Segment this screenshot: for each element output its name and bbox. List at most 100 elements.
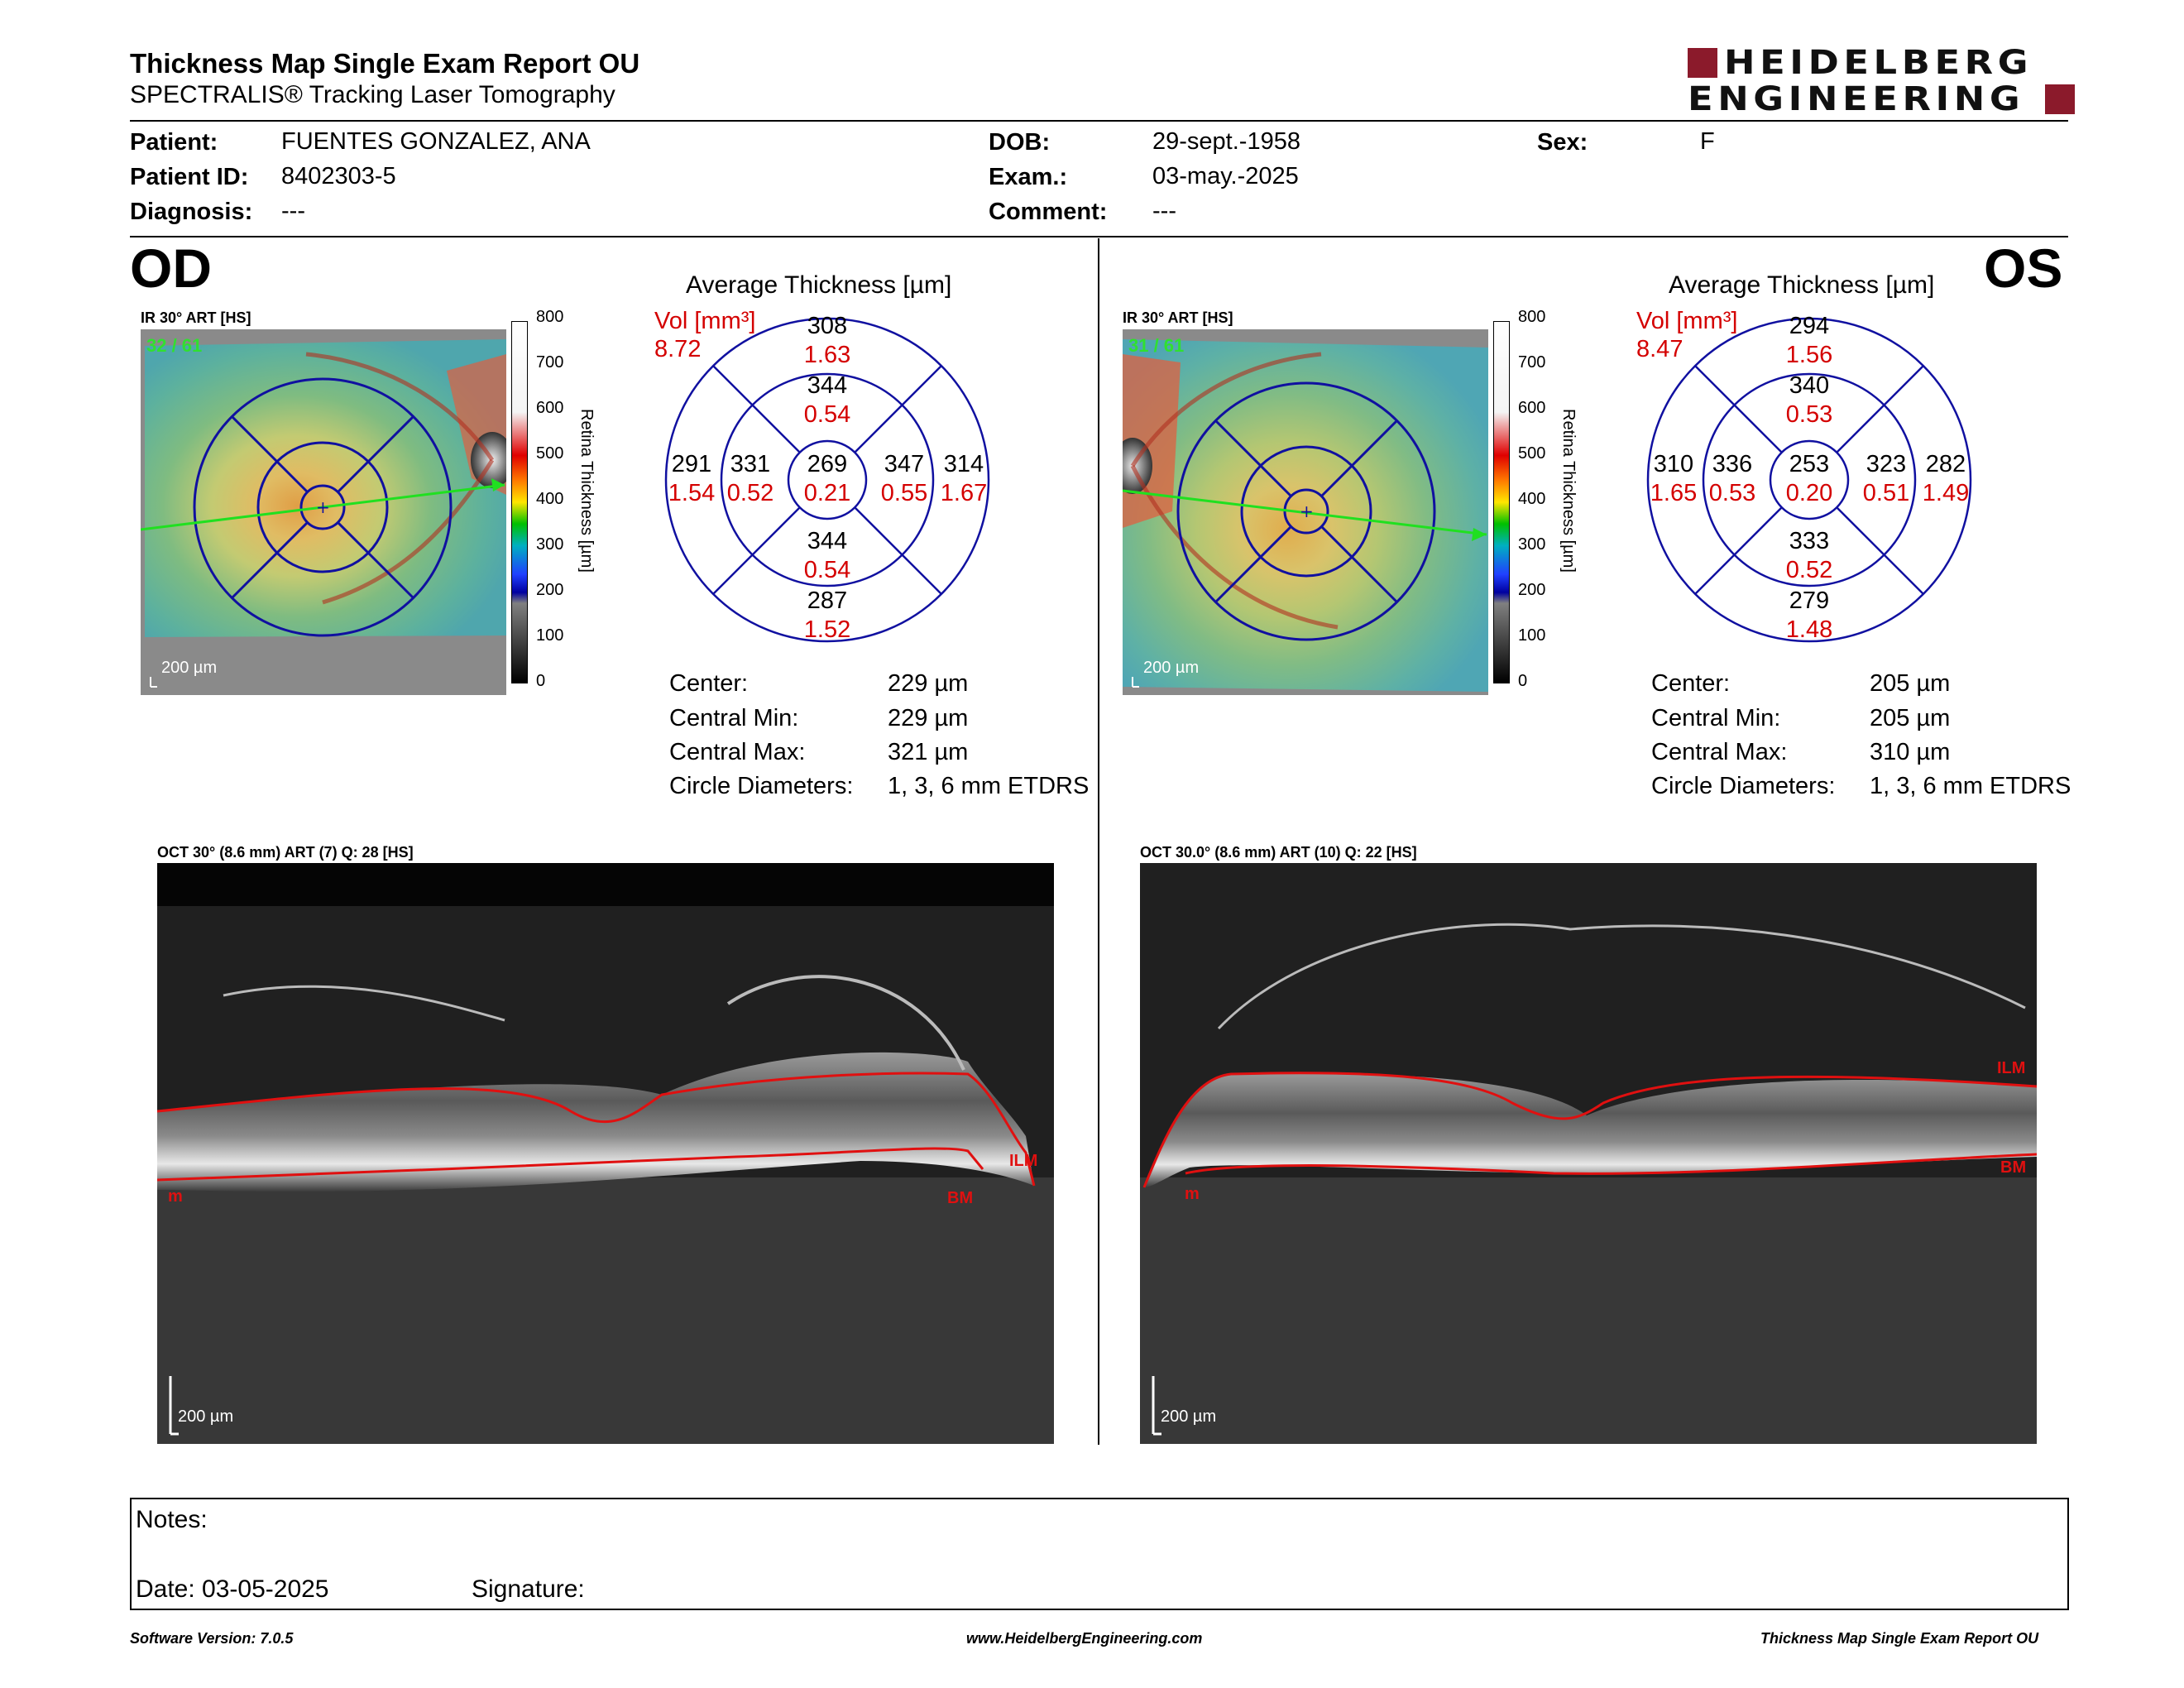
- footer-report-name: Thickness Map Single Exam Report OU: [1760, 1630, 2039, 1647]
- exam-label: Exam.:: [989, 164, 1068, 190]
- os-tick: 100: [1518, 626, 1546, 645]
- od-outer-temporal-vol: 1.54: [668, 480, 716, 506]
- exam-value: 03-may.-2025: [1152, 163, 1299, 189]
- os-inner-inferior-vol: 0.52: [1785, 557, 1833, 583]
- footer-website: www.HeidelbergEngineering.com: [966, 1630, 1203, 1647]
- od-bm-label: BM: [947, 1189, 974, 1207]
- heidelberg-logo: HEIDELBERG ENGINEERING: [1688, 46, 2076, 117]
- os-inner-superior-vol: 0.53: [1785, 401, 1833, 428]
- os-central-max-label: Central Max:: [1651, 739, 1788, 765]
- od-bm-left-label: m: [168, 1187, 183, 1206]
- os-tick: 300: [1518, 535, 1546, 554]
- os-center-label: Center:: [1651, 670, 1731, 697]
- od-central-max-label: Central Max:: [669, 739, 806, 765]
- os-ilm-label: ILM: [1997, 1059, 2026, 1077]
- os-tick: 800: [1518, 308, 1546, 326]
- od-inner-superior-vol: 0.54: [803, 401, 851, 428]
- os-inner-superior: 340: [1789, 372, 1830, 399]
- eye-divider: [1098, 238, 1099, 1445]
- os-center-vol: 0.20: [1785, 480, 1833, 506]
- diagnosis-label: Diagnosis:: [130, 199, 253, 225]
- os-inner-nasal: 336: [1712, 451, 1753, 477]
- os-center-value: 205 µm: [1870, 670, 1951, 697]
- os-outer-inferior-vol: 1.48: [1785, 616, 1833, 643]
- header-rule: [130, 120, 2068, 122]
- od-inner-nasal-vol: 0.55: [880, 480, 928, 506]
- dob-value: 29-sept.-1958: [1152, 128, 1300, 155]
- os-ir-label: IR 30° ART [HS]: [1123, 309, 1233, 326]
- os-frame-count: 31 / 61: [1128, 335, 1185, 356]
- od-outer-nasal: 314: [943, 451, 984, 477]
- od-inner-superior: 344: [807, 372, 848, 399]
- patient-label: Patient:: [130, 129, 218, 156]
- od-tick: 600: [536, 399, 564, 417]
- patient-rule: [130, 236, 2068, 237]
- diagnosis-value: ---: [281, 198, 305, 224]
- od-tick: 300: [536, 535, 564, 554]
- logo-square-top: [1688, 48, 1717, 78]
- os-bm-label: BM: [2000, 1158, 2027, 1177]
- os-inner-temporal: 323: [1866, 451, 1907, 477]
- os-colorbar-title: Retina Thickness [µm]: [1559, 409, 1578, 573]
- od-ilm-label: ILM: [1009, 1152, 1038, 1170]
- dob-label: DOB:: [989, 129, 1051, 156]
- os-circle-diameters-value: 1, 3, 6 mm ETDRS: [1870, 773, 2071, 799]
- od-center-vol: 0.21: [803, 480, 851, 506]
- os-oct-scale: 200 µm: [1161, 1407, 1217, 1426]
- od-circle-diameters-value: 1, 3, 6 mm ETDRS: [888, 773, 1090, 799]
- od-oct-scale: 200 µm: [178, 1407, 234, 1426]
- notes-label: Notes:: [136, 1506, 208, 1533]
- od-colorbar: [511, 321, 528, 683]
- svg-text:+: +: [316, 497, 330, 517]
- od-outer-inferior: 287: [807, 587, 848, 614]
- sex-value: F: [1700, 128, 1715, 155]
- report-title: Thickness Map Single Exam Report OU: [130, 48, 640, 79]
- od-circle-diameters-label: Circle Diameters:: [669, 773, 854, 799]
- os-central-min-label: Central Min:: [1651, 705, 1781, 731]
- od-outer-superior-vol: 1.63: [803, 342, 851, 368]
- os-tick: 700: [1518, 353, 1546, 372]
- footer-software-version: Software Version: 7.0.5: [130, 1630, 294, 1647]
- od-center-label: Center:: [669, 670, 749, 697]
- report-subtitle: SPECTRALIS® Tracking Laser Tomography: [130, 81, 615, 108]
- os-colorbar: [1493, 321, 1510, 683]
- os-circle-diameters-label: Circle Diameters:: [1651, 773, 1836, 799]
- od-ir-scale: 200 µm: [161, 659, 218, 677]
- os-outer-temporal-vol: 1.49: [1922, 480, 1970, 506]
- od-vol-total: 8.72: [654, 336, 702, 362]
- eye-label-od: OD: [130, 237, 212, 299]
- od-inner-temporal: 331: [730, 451, 771, 477]
- os-inner-temporal-vol: 0.51: [1862, 480, 1910, 506]
- od-etdrs-grid: [664, 317, 990, 643]
- od-inner-inferior: 344: [807, 528, 848, 554]
- patient-name: FUENTES GONZALEZ, ANA: [281, 128, 591, 155]
- od-fundus-thickness-map: +: [141, 329, 506, 695]
- od-inner-temporal-vol: 0.52: [726, 480, 774, 506]
- os-fundus-svg: +: [1123, 329, 1488, 695]
- od-oct-label: OCT 30° (8.6 mm) ART (7) Q: 28 [HS]: [157, 844, 414, 861]
- od-tick: 0: [536, 672, 546, 690]
- od-tick: 200: [536, 581, 564, 599]
- os-inner-inferior: 333: [1789, 528, 1830, 554]
- os-inner-nasal-vol: 0.53: [1708, 480, 1756, 506]
- os-avg-title: Average Thickness [µm]: [1669, 271, 1935, 299]
- os-outer-inferior: 279: [1789, 587, 1830, 614]
- eye-label-os: OS: [1984, 237, 2063, 299]
- logo-line2: ENGINEERING: [1688, 80, 2025, 118]
- od-tick: 100: [536, 626, 564, 645]
- os-outer-nasal-vol: 1.65: [1650, 480, 1698, 506]
- od-outer-nasal-vol: 1.67: [940, 480, 988, 506]
- os-tick: 500: [1518, 444, 1546, 463]
- os-vol-total: 8.47: [1636, 336, 1684, 362]
- os-oct-bscan: [1140, 863, 2037, 1444]
- os-ir-scale: 200 µm: [1143, 659, 1200, 677]
- od-avg-title: Average Thickness [µm]: [686, 271, 952, 299]
- os-etdrs-grid: [1646, 317, 1972, 643]
- os-tick: 400: [1518, 490, 1546, 508]
- od-fundus-svg: +: [141, 329, 506, 695]
- os-tick: 600: [1518, 399, 1546, 417]
- notes-box[interactable]: [130, 1498, 2069, 1610]
- os-bm-left-label: m: [1185, 1185, 1200, 1203]
- os-outer-temporal: 282: [1925, 451, 1966, 477]
- comment-value: ---: [1152, 198, 1176, 224]
